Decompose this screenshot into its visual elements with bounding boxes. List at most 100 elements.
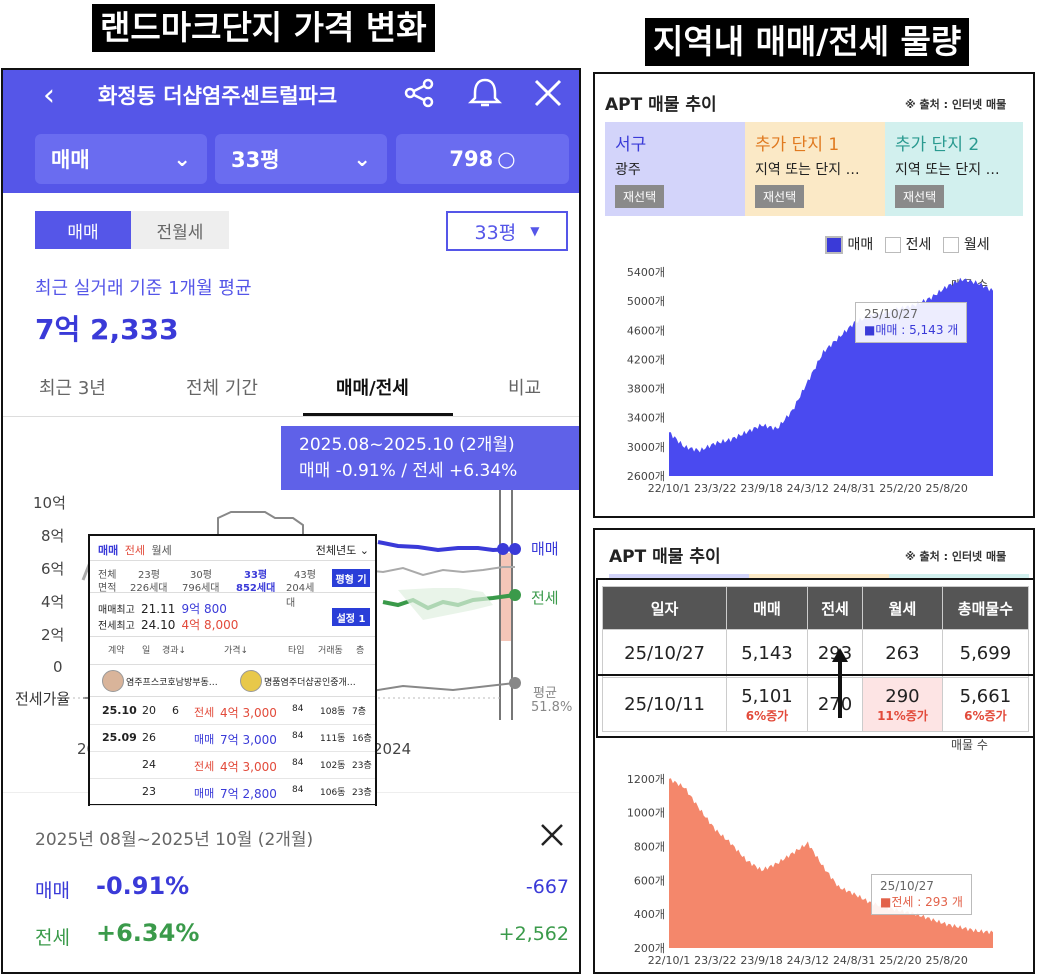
area-series bbox=[669, 778, 993, 948]
legend-sale[interactable]: 매매 bbox=[825, 234, 873, 254]
cell-dong: 108동 bbox=[320, 707, 346, 717]
sale-series-label: 매매 bbox=[531, 540, 559, 558]
cell-sale-note: 6%증가 bbox=[745, 708, 789, 723]
tab-3years[interactable]: 최근 3년 bbox=[39, 378, 106, 399]
y-tick-label: 2600개 bbox=[627, 470, 665, 483]
x-tick: 2024 bbox=[373, 740, 412, 758]
size-dropdown[interactable]: 33평 ▼ bbox=[446, 211, 568, 251]
year-select[interactable]: 전체년도 ⌄ bbox=[315, 544, 369, 557]
col-header: 일자 bbox=[601, 586, 728, 630]
size-select[interactable]: 33평 ⌄ bbox=[215, 134, 387, 184]
y-tick-label: 5400개 bbox=[627, 266, 665, 279]
divider bbox=[90, 696, 375, 697]
tooltip-date: 25/10/27 bbox=[880, 879, 934, 893]
legend-monthly-label: 월세 bbox=[963, 237, 990, 253]
col-header[interactable]: 경과↓ bbox=[162, 646, 187, 656]
y-tick-label: 400개 bbox=[634, 908, 665, 921]
extra-card-2: 추가 단지 2 지역 또는 단지 … 재선택 bbox=[885, 122, 1023, 216]
transaction-inset: 매매 전세 월세 전체년도 ⌄ 전체 면적 23평 226세대 30평 796세… bbox=[88, 534, 377, 806]
max-sale-row: 매매최고 21.11 9억 800 bbox=[98, 600, 227, 617]
back-icon[interactable]: ‹ bbox=[43, 78, 55, 113]
x-tick-label: 24/3/12 bbox=[787, 954, 829, 967]
x-tick-label: 22/10/1 bbox=[648, 482, 690, 495]
summary-jeonse-pct: +6.34% bbox=[96, 919, 200, 947]
comments-button[interactable]: 798 ○ bbox=[396, 134, 569, 184]
legend-monthly[interactable]: 월세 bbox=[943, 234, 990, 254]
close-icon[interactable] bbox=[540, 823, 564, 847]
extra-card-sub[interactable]: 지역 또는 단지 … bbox=[895, 162, 1000, 178]
max-jeonse-label: 전세최고 bbox=[98, 621, 135, 632]
card-strip bbox=[609, 574, 749, 580]
bell-icon[interactable] bbox=[467, 76, 503, 108]
table-row[interactable]: 25.09 26 매매 7억 3,000 84 111동 16층 bbox=[90, 725, 375, 752]
agent-avatar bbox=[240, 670, 262, 692]
y-tick: 2억 bbox=[41, 626, 65, 644]
cell-fl: 7층 bbox=[352, 707, 367, 717]
cell-price: 4억 3,000 bbox=[220, 760, 277, 774]
size-tab[interactable]: 33평 bbox=[244, 570, 268, 581]
size-sub: 852세대 bbox=[236, 583, 276, 594]
panel-title: APT 매물 추이 bbox=[609, 547, 721, 567]
region-card-title: 서구 bbox=[615, 135, 647, 155]
seg-sale[interactable]: 매매 bbox=[35, 211, 131, 249]
trade-type-select[interactable]: 매매 ⌄ bbox=[35, 134, 207, 184]
col-header[interactable]: 가격↓ bbox=[224, 646, 249, 656]
reselect-button[interactable]: 재선택 bbox=[755, 185, 805, 208]
cell-price: 7억 3,000 bbox=[220, 733, 277, 747]
y-tick: 6억 bbox=[41, 560, 65, 578]
size-tab[interactable]: 23평 bbox=[138, 570, 160, 581]
table-row[interactable]: 25.10 20 6 전세 4억 3,000 84 108동 7층 bbox=[90, 698, 375, 725]
agent-name[interactable]: 명품염주더샵공인중개… bbox=[264, 678, 356, 688]
table-row[interactable]: 24 전세 4억 3,000 84 102동 23층 bbox=[90, 752, 375, 779]
cell-date: 25/10/11 bbox=[601, 677, 728, 732]
chevron-down-icon: ⌄ bbox=[173, 147, 191, 171]
y-tick-label: 1200개 bbox=[627, 773, 665, 786]
cell-dong: 102동 bbox=[320, 761, 346, 771]
inset-tab-monthly[interactable]: 월세 bbox=[151, 544, 172, 557]
cell-ym: 25.10 bbox=[102, 704, 137, 717]
avg-label: 최근 실거래 기준 1개월 평균 bbox=[35, 278, 252, 299]
setting-button[interactable]: 설정 1 bbox=[332, 608, 370, 626]
col-header: 타입 bbox=[288, 646, 305, 656]
cell-kind: 매매 bbox=[194, 787, 215, 800]
legend-jeonse[interactable]: 전세 bbox=[885, 234, 931, 254]
summary-jeonse-diff: +2,562 bbox=[498, 923, 569, 945]
size-sub: 796세대 bbox=[182, 583, 220, 594]
inset-tab-jeonse[interactable]: 전세 bbox=[124, 544, 145, 557]
cell-total: 5,661 6%증가 bbox=[941, 677, 1030, 732]
reselect-button[interactable]: 재선택 bbox=[895, 185, 945, 208]
agent-name[interactable]: 염주프스코호남방부동… bbox=[126, 678, 218, 688]
series-axis-label: 매물 수 bbox=[951, 738, 988, 752]
share-icon[interactable] bbox=[403, 78, 437, 108]
size-sub: 면적 bbox=[98, 583, 117, 594]
cell-monthly-note: 11%증가 bbox=[877, 708, 928, 723]
tab-all[interactable]: 전체 기간 bbox=[186, 378, 258, 399]
inset-tab-sale[interactable]: 매매 bbox=[98, 544, 119, 557]
size-tab[interactable]: 43평 bbox=[294, 570, 316, 581]
right-heading: 지역내 매매/전세 물량 bbox=[645, 18, 970, 66]
y-tick-label: 600개 bbox=[634, 874, 665, 887]
cell-total-note: 6%증가 bbox=[964, 708, 1007, 723]
reselect-button[interactable]: 재선택 bbox=[615, 185, 665, 208]
x-tick-label: 22/10/1 bbox=[648, 954, 690, 967]
size-tab[interactable]: 30평 bbox=[190, 570, 212, 581]
size-tab[interactable]: 전체 bbox=[98, 570, 117, 581]
x-tick-label: 24/8/31 bbox=[833, 482, 875, 495]
y-tick-label: 3000개 bbox=[627, 441, 665, 454]
col-header: 총매물수 bbox=[941, 586, 1030, 630]
x-tick-label: 25/2/20 bbox=[879, 482, 921, 495]
cell-kind: 전세 bbox=[194, 760, 215, 773]
col-header: 월세 bbox=[862, 586, 943, 630]
top-bar: ‹ 화정동 더샵염주센트럴파크 매매 ⌄ 33평 ⌄ 798 ○ bbox=[3, 70, 579, 193]
cell-kind: 매매 bbox=[194, 733, 215, 746]
close-icon[interactable] bbox=[533, 78, 563, 108]
seg-rent[interactable]: 전월세 bbox=[131, 211, 229, 249]
legend-sale-label: 매매 bbox=[847, 237, 874, 253]
y-tick-label: 4600개 bbox=[627, 324, 665, 337]
summary-sale-label: 매매 bbox=[35, 880, 70, 902]
table-row[interactable]: 23 매매 7억 2,800 84 106동 23층 bbox=[90, 779, 375, 806]
tab-sale-jeonse[interactable]: 매매/전세 bbox=[336, 378, 409, 399]
extra-card-sub[interactable]: 지역 또는 단지 … bbox=[755, 162, 860, 178]
compare-size-button[interactable]: 평형 기 bbox=[332, 569, 370, 587]
tab-compare[interactable]: 비교 bbox=[508, 378, 542, 399]
